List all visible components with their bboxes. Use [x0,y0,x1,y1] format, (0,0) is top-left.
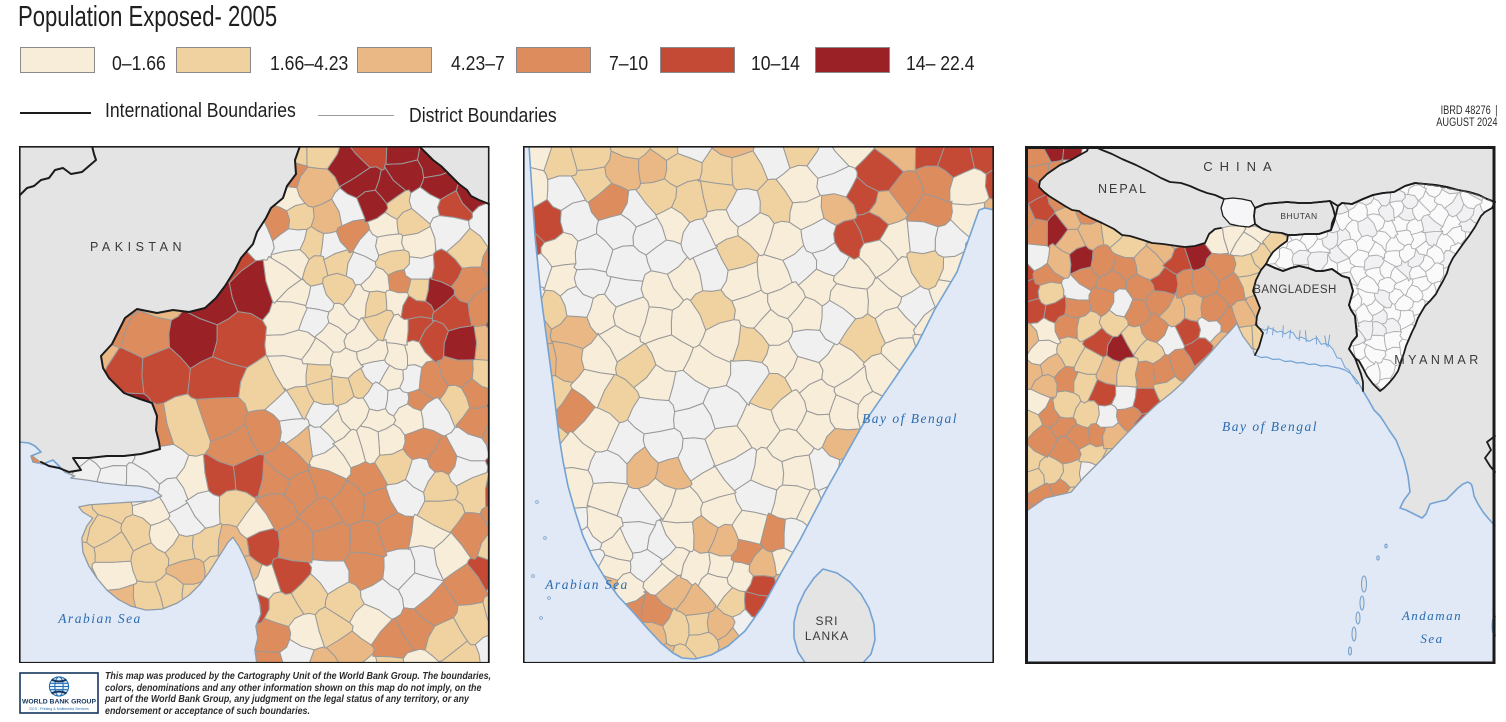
svg-text:PAKISTAN: PAKISTAN [90,240,186,254]
svg-text:WORLD BANK GROUP: WORLD BANK GROUP [22,699,96,706]
svg-text:CHINA: CHINA [1203,159,1278,174]
svg-text:Andaman: Andaman [1401,608,1462,623]
svg-text:BANGLADESH: BANGLADESH [1253,284,1337,296]
svg-text:BHUTAN: BHUTAN [1280,211,1317,221]
svg-text:MYANMAR: MYANMAR [1394,353,1481,367]
svg-text:SRI: SRI [815,614,838,628]
svg-text:Arabian Sea: Arabian Sea [57,611,142,626]
svg-text:Bay of Bengal: Bay of Bengal [862,411,958,426]
svg-text:Arabian Sea: Arabian Sea [544,577,629,592]
svg-text:GCS - Printing & Multimedia Se: GCS - Printing & Multimedia Services [29,707,89,711]
svg-text:Sea: Sea [1420,631,1443,646]
svg-text:Bay of Bengal: Bay of Bengal [1222,419,1318,434]
svg-text:NEPAL: NEPAL [1098,182,1148,196]
svg-text:LANKA: LANKA [804,629,848,643]
